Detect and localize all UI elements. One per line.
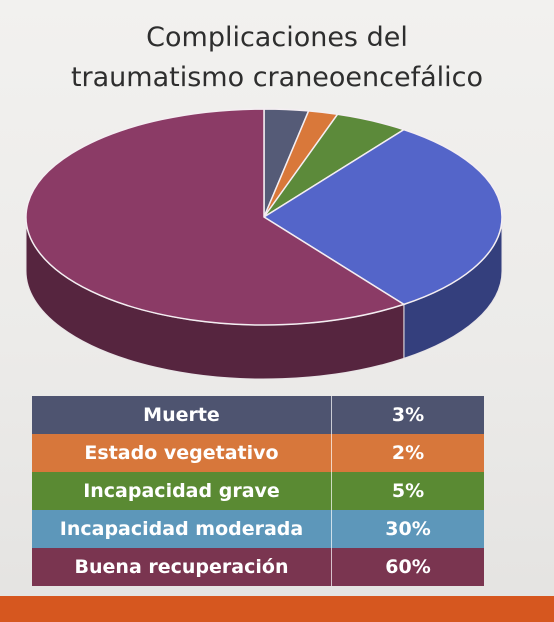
chart-title-line-2: traumatismo craneoencefálico	[70, 62, 484, 93]
pie-chart	[25, 108, 503, 380]
pie-slice-incapacidad-moderada	[262, 128, 503, 306]
legend-row: Incapacidad moderada 30%	[32, 510, 484, 548]
legend-value: 2%	[391, 442, 425, 464]
pie-tops	[25, 108, 503, 326]
pie-slice-buena-recuperacion	[25, 108, 406, 326]
legend-row: Estado vegetativo 2%	[32, 434, 484, 472]
legend-table: Muerte 3% Estado vegetativo 2% Incapacidad g…	[32, 396, 484, 586]
legend-value: 5%	[391, 480, 425, 502]
chart-title: Complicaciones del traumatismo craneoenc…	[0, 18, 554, 98]
legend-row: Muerte 3%	[32, 396, 484, 434]
legend-value: 3%	[391, 404, 425, 426]
legend-value: 60%	[385, 556, 431, 578]
legend-row: Buena recuperación 60%	[32, 548, 484, 586]
legend-label: Muerte	[32, 396, 332, 434]
legend-label: Incapacidad grave	[32, 472, 332, 510]
legend-label: Estado vegetativo	[32, 434, 332, 472]
bottom-accent-bar	[0, 596, 554, 622]
legend-row: Incapacidad grave 5%	[32, 472, 484, 510]
legend-label: Incapacidad moderada	[32, 510, 332, 548]
legend-label: Buena recuperación	[32, 548, 332, 586]
chart-title-line-1: Complicaciones del	[146, 22, 408, 53]
legend-value: 30%	[385, 518, 431, 540]
